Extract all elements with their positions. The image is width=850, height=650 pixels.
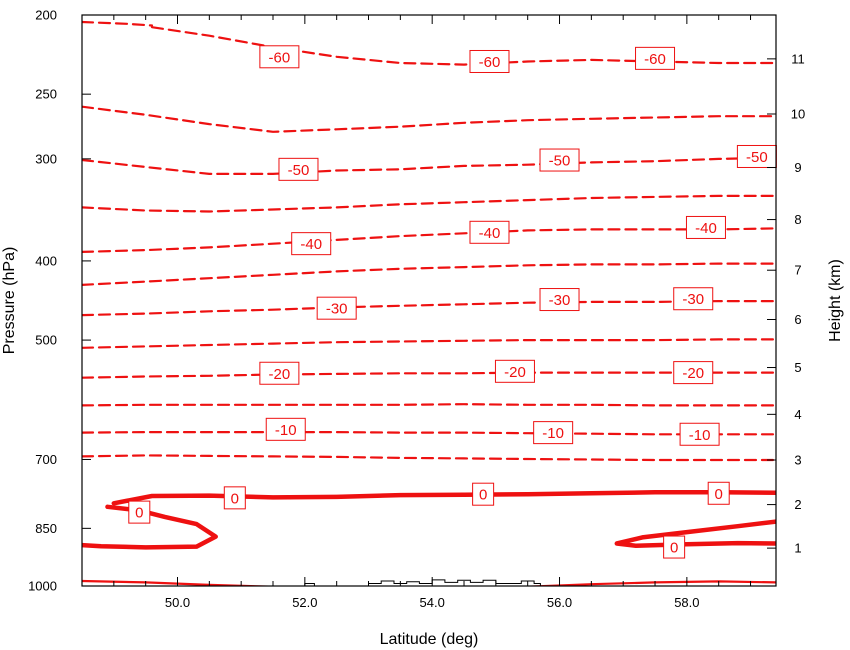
y-tick-label: 250 [35, 87, 57, 102]
contour-line-13 [111, 490, 776, 506]
y-axis-title: Pressure (hPa) [1, 247, 18, 355]
contour-label-box [265, 417, 306, 441]
contour-line-11 [82, 431, 776, 436]
contour-line-0 [82, 20, 154, 27]
contour-label-box [539, 148, 580, 172]
contour-label: -10 [542, 425, 564, 442]
plot-frame [81, 14, 777, 587]
y2-tick-label: 4 [794, 407, 801, 422]
y2-tick-label: 10 [791, 106, 805, 121]
contour-labels: -60 -60 -60 -50 -50 -50 -40 -40 -40 -30 -30 -30 -20 -… [128, 45, 777, 559]
y2-tick-label: 9 [794, 160, 801, 175]
y2-tick-label: 5 [794, 360, 801, 375]
contour-label: -20 [682, 365, 704, 382]
contour-label: 0 [715, 486, 723, 503]
contour-label: -60 [269, 49, 291, 66]
y2-tick-label: 3 [794, 453, 801, 468]
contour-label-box [469, 49, 510, 73]
contour-label: 0 [231, 490, 239, 507]
contour-label-box [494, 359, 535, 383]
terrain-outline [304, 579, 541, 587]
contour-label: -40 [300, 236, 322, 253]
y-axis-right: 1 2 3 4 5 6 7 8 9 10 11 [767, 51, 805, 556]
contour-line-9 [82, 371, 776, 379]
contour-line-1 [150, 26, 776, 66]
contour-line-15 [614, 519, 776, 549]
contour-label: 0 [479, 487, 487, 504]
contour-label-box [679, 422, 720, 446]
contour-label-box [291, 232, 332, 256]
x-axis-title: Latitude (deg) [380, 631, 479, 648]
y2-tick-label: 7 [794, 263, 801, 278]
contour-label: -30 [326, 301, 348, 318]
y2-tick-label: 1 [794, 541, 801, 556]
contour-group [82, 20, 776, 586]
contour-label-box [259, 361, 300, 385]
contour-label: 0 [135, 505, 143, 522]
contour-line-2 [82, 105, 776, 133]
contour-line-3 [82, 156, 776, 175]
contour-line-16 [82, 579, 776, 586]
contour-label: -50 [746, 149, 768, 166]
y2-tick-label: 11 [791, 51, 805, 66]
y-axis-left: 200 250 300 400 500 700 850 1000 [28, 8, 91, 594]
contour-line-6 [82, 262, 776, 286]
y-tick-label: 850 [35, 521, 57, 536]
y2-tick-label: 6 [794, 312, 801, 327]
contour-label-box [469, 220, 510, 244]
y2-axis-title: Height (km) [827, 259, 844, 342]
contour-line-7 [82, 300, 776, 317]
contour-line-12 [82, 454, 776, 462]
contour-label: -10 [275, 422, 297, 439]
contour-label-box [673, 361, 714, 385]
contour-label-box [472, 482, 495, 506]
x-tick-label: 58.0 [674, 595, 699, 610]
contour-label: -60 [479, 54, 501, 71]
contour-label-box [707, 481, 730, 505]
x-tick-label: 54.0 [420, 595, 445, 610]
contour-label-box [673, 287, 714, 311]
x-tick-label: 56.0 [547, 595, 572, 610]
y-tick-label: 300 [35, 151, 57, 166]
contour-label-box [635, 46, 676, 70]
contour-label-box [539, 288, 580, 312]
y-tick-label: 200 [35, 8, 57, 23]
contour-label: 0 [670, 540, 678, 557]
contour-label: -60 [644, 51, 666, 68]
x-tick-label: 52.0 [292, 595, 317, 610]
x-tick-label: 50.0 [165, 595, 190, 610]
y-tick-label: 700 [35, 452, 57, 467]
contour-label: -50 [288, 162, 310, 179]
contour-label-box [316, 296, 357, 320]
contour-label-box [663, 535, 686, 559]
contour-line-4 [82, 194, 776, 213]
y-tick-label: 500 [35, 333, 57, 348]
y2-tick-label: 8 [794, 212, 801, 227]
contour-label-box [533, 421, 574, 445]
contour-label-box [128, 500, 151, 524]
y-tick-label: 1000 [28, 579, 57, 594]
contour-label: -30 [549, 292, 571, 309]
contour-label: -20 [504, 364, 526, 381]
y2-tick-label: 2 [794, 497, 801, 512]
y-tick-label: 400 [35, 253, 57, 268]
contour-label-box [259, 45, 300, 69]
x-axis: 50.0 52.0 54.0 56.0 58.0 [81, 15, 752, 610]
contour-label: -10 [689, 427, 711, 444]
contour-label: -50 [549, 153, 571, 170]
contour-line-5 [82, 227, 776, 253]
contour-line-8 [82, 338, 776, 349]
contour-label: -30 [682, 291, 704, 308]
contour-label: -40 [695, 220, 717, 237]
contour-label: -40 [479, 225, 501, 242]
terrain-group [304, 579, 541, 587]
contour-label-box [278, 157, 319, 181]
contour-line-10 [82, 403, 776, 407]
contour-label: -20 [269, 366, 291, 383]
contour-label-box [223, 486, 246, 510]
contour-label-box [685, 215, 726, 239]
